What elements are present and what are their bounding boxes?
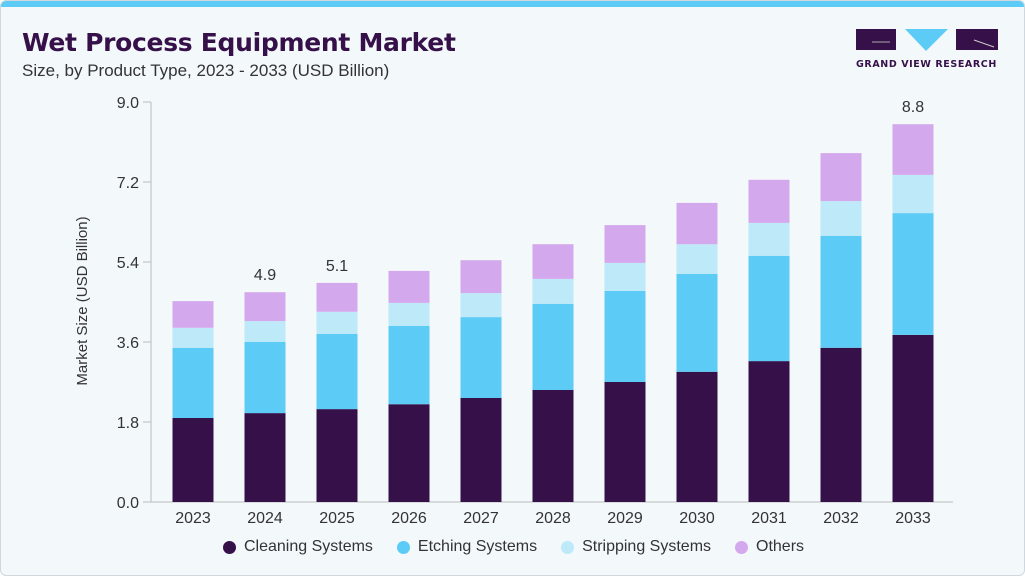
legend-item: Cleaning Systems: [222, 538, 373, 556]
bar-segment-cleaning-systems: [532, 390, 574, 502]
bar-segment-etching-systems: [748, 255, 790, 362]
data-label: 5.1: [326, 258, 348, 275]
x-tick-label: 2033: [895, 510, 931, 527]
legend-item: Others: [735, 538, 804, 556]
y-tick-label: 9.0: [117, 95, 139, 112]
x-tick-label: 2023: [175, 510, 211, 527]
bar-segment-others: [892, 124, 934, 175]
logo-text: GRAND VIEW RESEARCH: [856, 59, 997, 70]
legend-label: Others: [756, 538, 805, 555]
chart-subtitle: Size, by Product Type, 2023 - 2033 (USD …: [22, 61, 390, 80]
bar-segment-stripping-systems: [460, 293, 502, 318]
bar-segment-cleaning-systems: [388, 404, 430, 502]
bar-segment-etching-systems: [532, 303, 574, 390]
legend-swatch: [561, 540, 575, 554]
bar-segment-etching-systems: [316, 334, 358, 410]
bar-segment-others: [748, 179, 790, 223]
x-tick-label: 2026: [391, 510, 427, 527]
bar-segment-etching-systems: [676, 274, 718, 372]
bar-segment-cleaning-systems: [316, 409, 358, 502]
y-tick-label: 7.2: [117, 175, 139, 192]
x-tick-label: 2028: [535, 510, 571, 527]
bar-segment-etching-systems: [604, 290, 646, 382]
bar-segment-cleaning-systems: [676, 371, 718, 502]
bar-segment-others: [244, 292, 286, 322]
bar-segment-others: [676, 202, 718, 245]
bar-segment-etching-systems: [820, 235, 862, 348]
bar-segment-etching-systems: [388, 326, 430, 405]
bar-segment-stripping-systems: [244, 321, 286, 342]
x-tick-label: 2024: [247, 510, 283, 527]
legend: Cleaning Systems Etching Systems Stripping…: [1, 538, 1024, 556]
y-tick-label: 5.4: [117, 255, 139, 272]
bar-segment-cleaning-systems: [820, 347, 862, 502]
x-tick-label: 2031: [751, 510, 787, 527]
bar-segment-stripping-systems: [892, 174, 934, 214]
bar-segment-stripping-systems: [316, 311, 358, 334]
y-axis-label: Market Size (USD Billion): [74, 216, 91, 385]
bar-segment-others: [172, 301, 214, 328]
legend-swatch: [735, 540, 749, 554]
bar-segment-others: [316, 282, 358, 312]
legend-swatch: [222, 540, 236, 554]
bar-segment-cleaning-systems: [172, 418, 214, 502]
bar-segment-others: [388, 270, 430, 303]
x-tick-label: 2029: [607, 510, 643, 527]
x-tick-label: 2025: [319, 510, 355, 527]
bar-segment-stripping-systems: [532, 278, 574, 304]
bar-segment-stripping-systems: [388, 302, 430, 326]
bar-segment-others: [460, 260, 502, 294]
bar-segment-stripping-systems: [172, 327, 214, 348]
accent-bar: [1, 1, 1024, 7]
y-tick-label: 0.0: [117, 495, 139, 512]
data-label: 4.9: [254, 267, 276, 284]
bar-segment-others: [532, 244, 574, 279]
legend-label: Stripping Systems: [582, 538, 712, 555]
bar-segment-etching-systems: [172, 347, 214, 418]
bar-segment-etching-systems: [892, 213, 934, 335]
bar-segment-cleaning-systems: [748, 361, 790, 502]
y-tick-label: 1.8: [117, 415, 139, 432]
bar-segment-others: [820, 153, 862, 202]
bar-segment-stripping-systems: [748, 222, 790, 256]
gvr-logo: [856, 29, 998, 51]
legend-item: Etching Systems: [396, 538, 538, 556]
bar-segment-others: [604, 225, 646, 263]
bar-segment-stripping-systems: [820, 201, 862, 236]
bar-segment-cleaning-systems: [604, 382, 646, 502]
legend-label: Cleaning Systems: [243, 538, 373, 555]
data-label: 8.8: [902, 99, 924, 116]
bar-segment-cleaning-systems: [460, 398, 502, 502]
bar-segment-cleaning-systems: [244, 413, 286, 502]
bar-segment-etching-systems: [460, 317, 502, 398]
legend-label: Etching Systems: [417, 538, 538, 555]
bar-segment-etching-systems: [244, 342, 286, 414]
x-tick-label: 2030: [679, 510, 715, 527]
chart-title: Wet Process Equipment Market: [22, 28, 456, 57]
legend-item: Stripping Systems: [561, 538, 711, 556]
legend-swatch: [396, 540, 410, 554]
x-tick-label: 2032: [823, 510, 859, 527]
x-tick-label: 2027: [463, 510, 499, 527]
bar-segment-stripping-systems: [676, 244, 718, 274]
y-tick-label: 3.6: [117, 335, 139, 352]
bar-segment-stripping-systems: [604, 262, 646, 291]
bar-segment-cleaning-systems: [892, 334, 934, 502]
